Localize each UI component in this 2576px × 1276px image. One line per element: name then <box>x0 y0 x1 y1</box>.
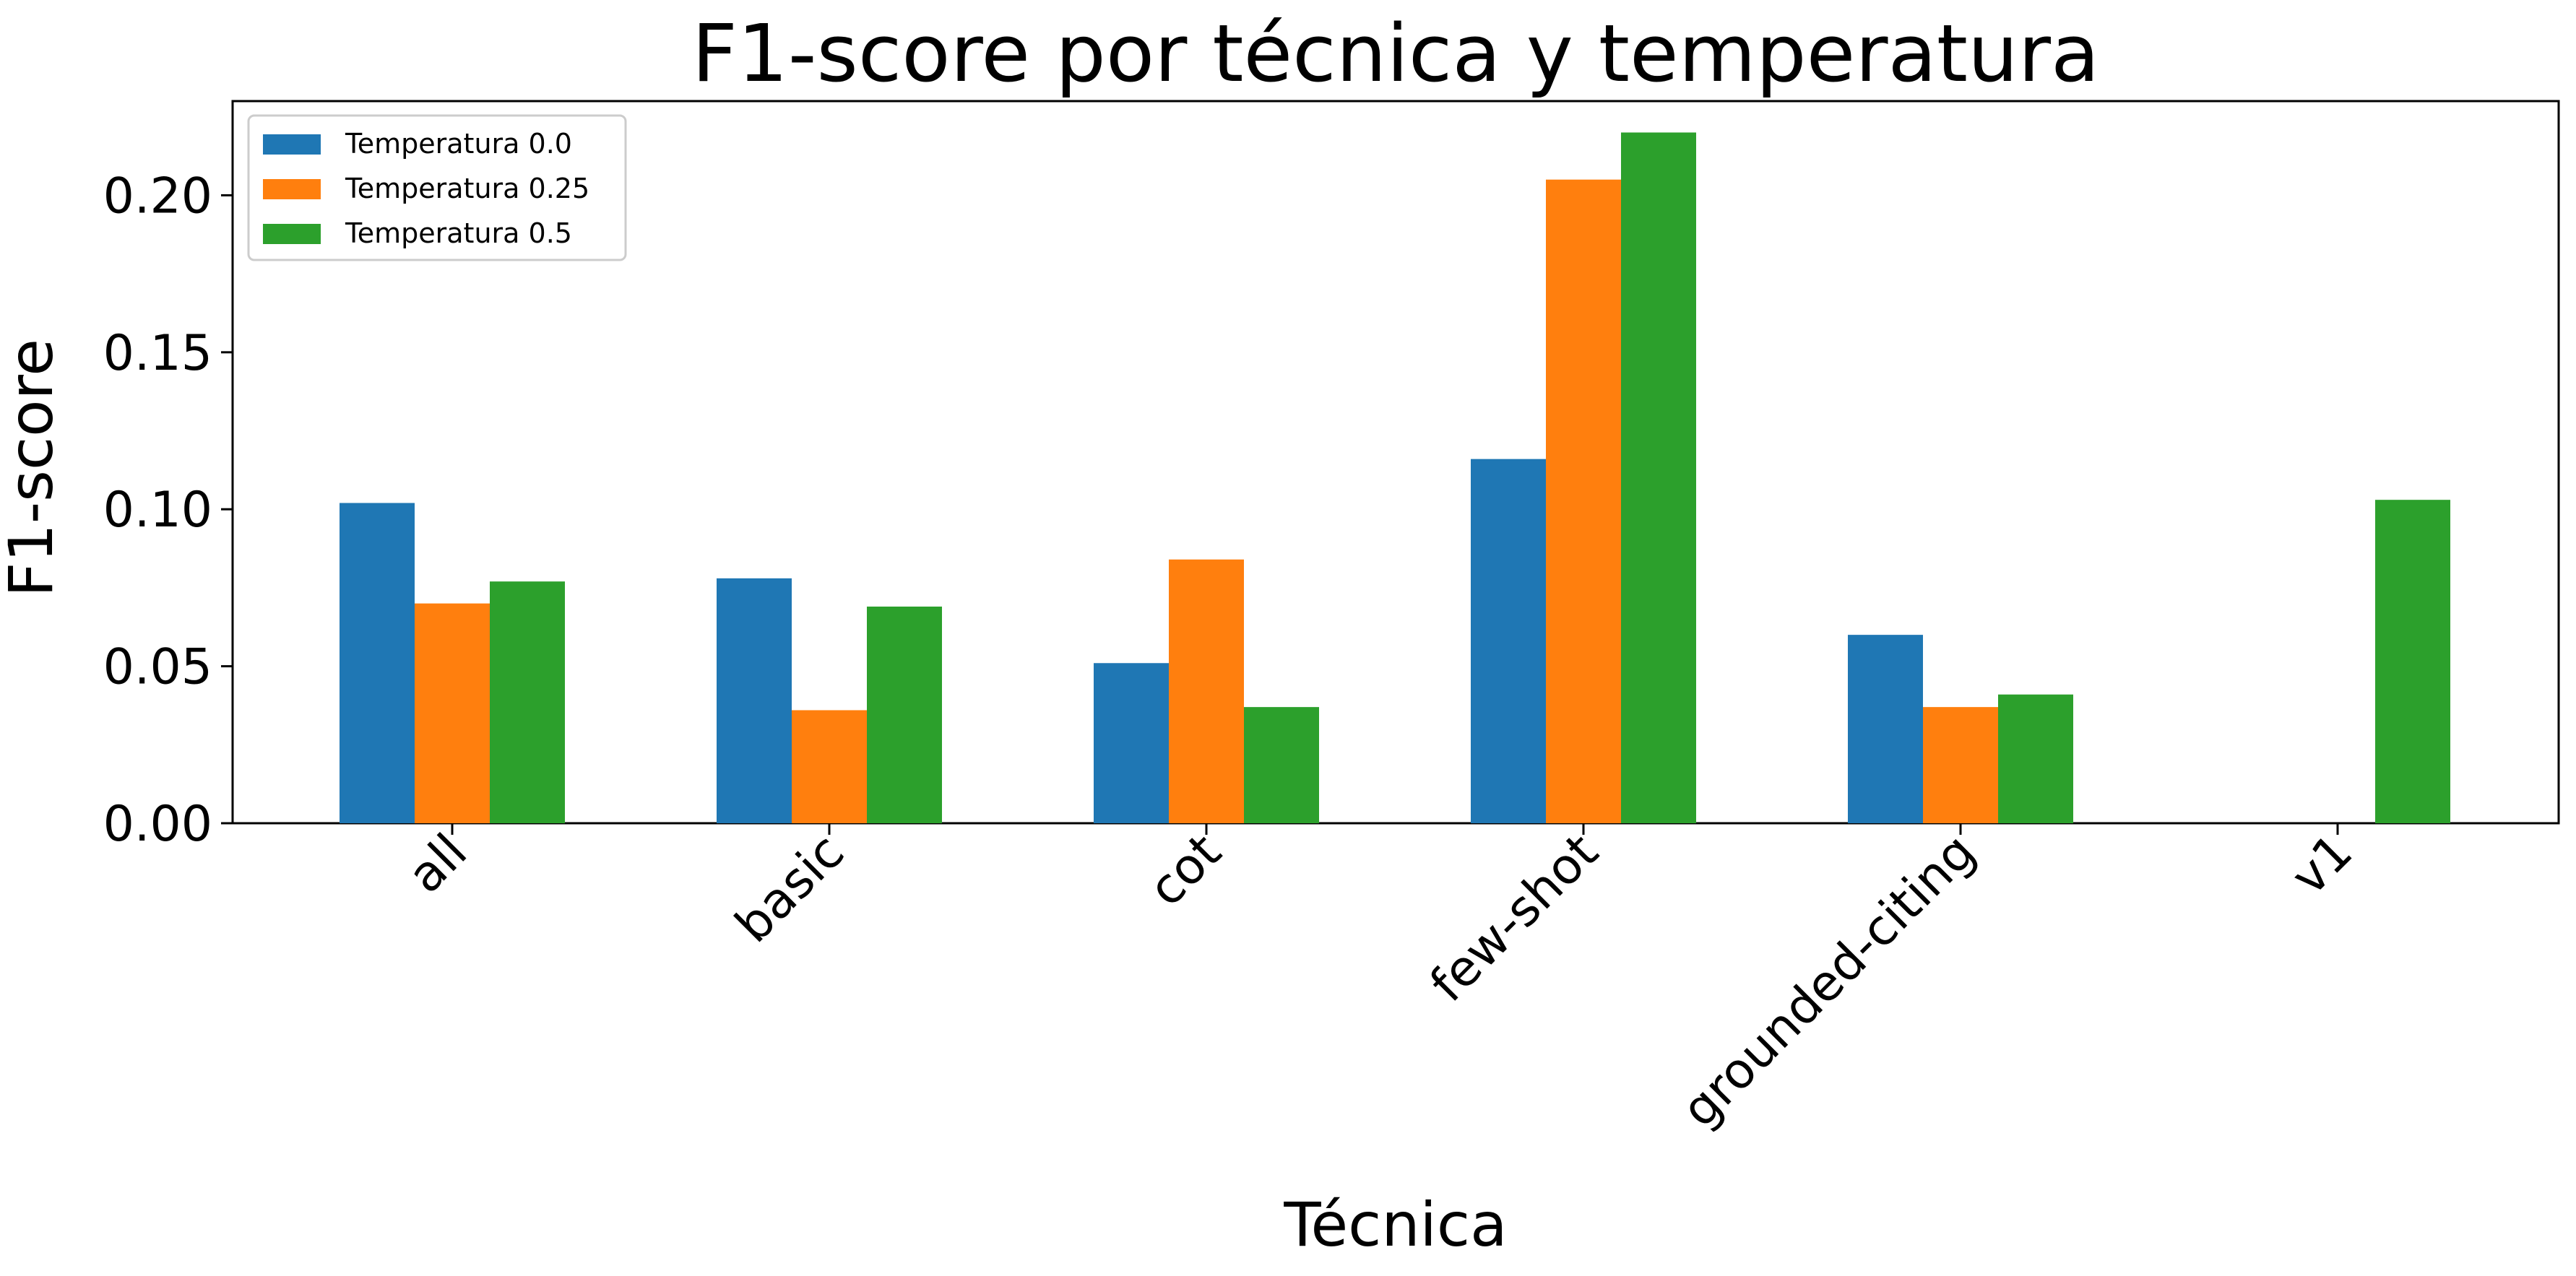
legend-label-3: Temperatura 0.5 <box>345 217 572 249</box>
bar-few-shot-series-2 <box>1546 179 1621 823</box>
legend-label-1: Temperatura 0.0 <box>345 128 572 160</box>
bar-series-1 <box>340 459 1923 823</box>
bar-cot-series-2 <box>1169 559 1244 823</box>
bar-all-series-2 <box>415 603 490 823</box>
legend-frame <box>247 114 627 261</box>
bar-basic-series-1 <box>717 578 792 823</box>
y-tick-label: 0.10 <box>103 482 212 539</box>
bar-series-2 <box>415 179 1998 823</box>
legend-label-2: Temperatura 0.25 <box>345 173 589 204</box>
bar-few-shot-series-3 <box>1621 132 1696 823</box>
legend-swatch-3 <box>263 224 321 244</box>
bar-v1-series-3 <box>2375 500 2450 823</box>
bar-cot-series-1 <box>1094 663 1169 823</box>
bar-series-3 <box>490 132 2450 823</box>
y-tick-label: 0.15 <box>103 325 212 382</box>
x-axis-title: Técnica <box>1283 1189 1507 1260</box>
chart-title: F1-score por técnica y temperatura <box>692 7 2100 100</box>
bar-basic-series-2 <box>792 710 867 823</box>
plot-frame <box>231 100 2560 825</box>
bar-grounded-citing-series-2 <box>1923 707 1998 823</box>
legend: Temperatura 0.0 Temperatura 0.25 Temperatu… <box>247 114 627 261</box>
y-axis-title: F1-score <box>0 339 66 597</box>
y-tick-label: 0.00 <box>103 796 212 853</box>
bar-grounded-citing-series-1 <box>1848 635 1923 823</box>
bar-cot-series-3 <box>1244 707 1319 823</box>
bar-few-shot-series-1 <box>1471 459 1546 823</box>
y-tick-label: 0.20 <box>103 168 212 225</box>
bar-all-series-1 <box>340 503 415 823</box>
y-tick-label: 0.05 <box>103 639 212 696</box>
bars-group <box>340 132 2450 823</box>
y-axis: 0.00 0.05 0.10 0.15 0.20 <box>103 168 233 853</box>
legend-swatch-2 <box>263 179 321 199</box>
bar-grounded-citing-series-3 <box>1998 694 2073 823</box>
plot-area <box>231 100 2560 825</box>
bar-basic-series-3 <box>867 607 942 823</box>
legend-swatch-1 <box>263 134 321 155</box>
bar-all-series-3 <box>490 581 565 823</box>
